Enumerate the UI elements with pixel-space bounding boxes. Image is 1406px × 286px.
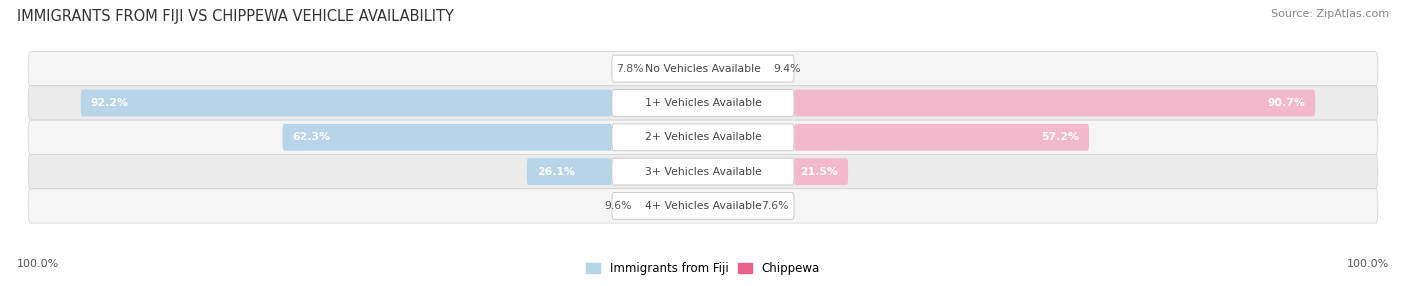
FancyBboxPatch shape bbox=[28, 51, 1378, 86]
Text: 4+ Vehicles Available: 4+ Vehicles Available bbox=[644, 201, 762, 211]
FancyBboxPatch shape bbox=[612, 192, 794, 219]
Text: 9.6%: 9.6% bbox=[605, 201, 631, 211]
FancyBboxPatch shape bbox=[28, 86, 1378, 120]
Text: IMMIGRANTS FROM FIJI VS CHIPPEWA VEHICLE AVAILABILITY: IMMIGRANTS FROM FIJI VS CHIPPEWA VEHICLE… bbox=[17, 9, 454, 23]
Text: 90.7%: 90.7% bbox=[1267, 98, 1305, 108]
FancyBboxPatch shape bbox=[612, 124, 794, 151]
FancyBboxPatch shape bbox=[612, 55, 794, 82]
Text: 2+ Vehicles Available: 2+ Vehicles Available bbox=[644, 132, 762, 142]
FancyBboxPatch shape bbox=[527, 158, 612, 185]
FancyBboxPatch shape bbox=[612, 90, 794, 116]
Text: 7.6%: 7.6% bbox=[761, 201, 789, 211]
Text: 26.1%: 26.1% bbox=[537, 167, 575, 176]
FancyBboxPatch shape bbox=[794, 158, 848, 185]
Text: No Vehicles Available: No Vehicles Available bbox=[645, 64, 761, 74]
FancyBboxPatch shape bbox=[28, 189, 1378, 223]
Text: 1+ Vehicles Available: 1+ Vehicles Available bbox=[644, 98, 762, 108]
Text: 57.2%: 57.2% bbox=[1040, 132, 1078, 142]
Text: 92.2%: 92.2% bbox=[91, 98, 129, 108]
FancyBboxPatch shape bbox=[80, 90, 612, 116]
Legend: Immigrants from Fiji, Chippewa: Immigrants from Fiji, Chippewa bbox=[582, 258, 824, 280]
FancyBboxPatch shape bbox=[612, 158, 794, 185]
FancyBboxPatch shape bbox=[28, 154, 1378, 189]
FancyBboxPatch shape bbox=[794, 90, 1315, 116]
FancyBboxPatch shape bbox=[794, 124, 1090, 151]
Text: Source: ZipAtlas.com: Source: ZipAtlas.com bbox=[1271, 9, 1389, 19]
Text: 62.3%: 62.3% bbox=[292, 132, 330, 142]
Text: 3+ Vehicles Available: 3+ Vehicles Available bbox=[644, 167, 762, 176]
FancyBboxPatch shape bbox=[28, 120, 1378, 154]
Text: 21.5%: 21.5% bbox=[800, 167, 838, 176]
Text: 7.8%: 7.8% bbox=[616, 64, 644, 74]
Text: 100.0%: 100.0% bbox=[1347, 259, 1389, 269]
FancyBboxPatch shape bbox=[283, 124, 612, 151]
Text: 9.4%: 9.4% bbox=[773, 64, 800, 74]
Text: 100.0%: 100.0% bbox=[17, 259, 59, 269]
